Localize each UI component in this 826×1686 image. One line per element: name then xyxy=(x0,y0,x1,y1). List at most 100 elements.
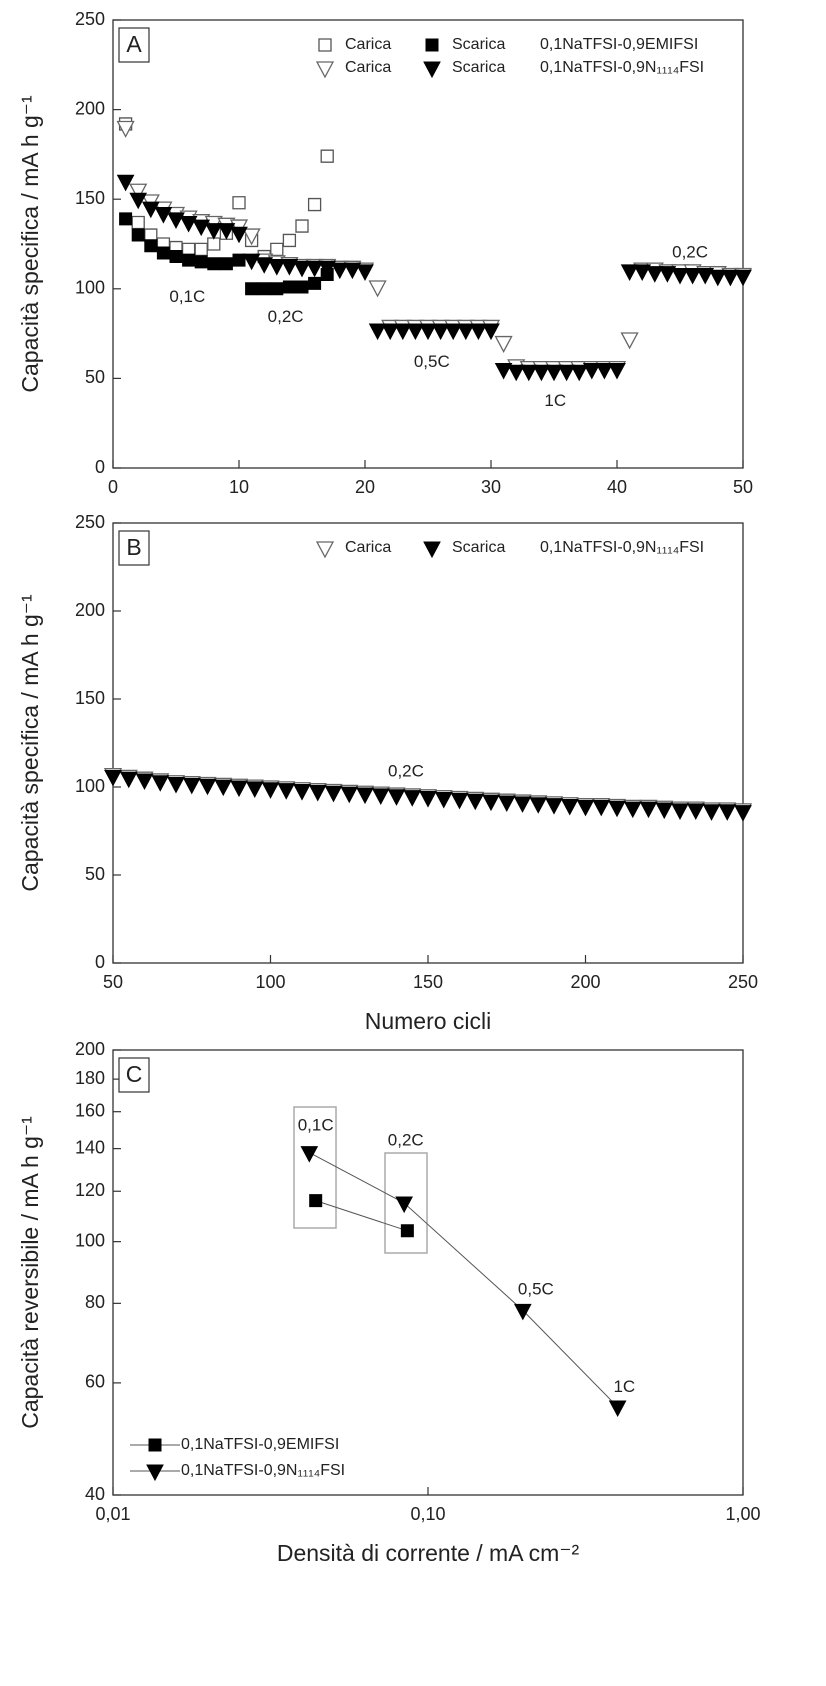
x-tick-label: 0,10 xyxy=(410,1504,445,1524)
marker xyxy=(494,335,513,353)
y-tick-label: 160 xyxy=(75,1100,105,1120)
legend-group-label: 0,1NaTFSI-0,9EMIFSI xyxy=(540,36,698,53)
marker xyxy=(671,267,689,285)
marker xyxy=(119,212,133,226)
x-tick-label: 30 xyxy=(481,477,501,497)
annotation: 0,2C xyxy=(388,1130,424,1149)
x-tick-label: 200 xyxy=(570,972,600,992)
legend-label: 0,1NaTFSI-0,9EMIFSI xyxy=(181,1436,339,1453)
y-axis-label: Capacità specifica / mA h g⁻¹ xyxy=(17,594,43,892)
marker xyxy=(214,779,233,797)
marker xyxy=(456,323,475,341)
marker xyxy=(494,362,513,380)
marker xyxy=(261,782,280,799)
marker xyxy=(320,149,334,163)
x-tick-label: 10 xyxy=(229,477,249,497)
marker xyxy=(686,803,705,820)
annotation: 0,1C xyxy=(298,1115,334,1134)
marker xyxy=(343,262,362,280)
marker xyxy=(592,799,611,817)
y-tick-label: 0 xyxy=(95,952,105,972)
annotation: 0,1C xyxy=(169,287,205,306)
marker xyxy=(450,792,469,810)
marker xyxy=(293,260,311,278)
marker xyxy=(295,280,309,294)
y-tick-label: 100 xyxy=(75,278,105,298)
marker xyxy=(293,784,311,801)
y-tick-label: 50 xyxy=(85,864,105,884)
y-tick-label: 180 xyxy=(75,1068,105,1088)
marker xyxy=(308,276,322,290)
marker xyxy=(144,239,158,253)
panel-label: C xyxy=(126,1061,143,1087)
x-axis-label: Densità di corrente / mA cm⁻² xyxy=(277,1540,580,1566)
x-tick-label: 0,01 xyxy=(95,1504,130,1524)
marker xyxy=(734,269,752,287)
marker xyxy=(144,228,158,242)
marker xyxy=(708,269,727,287)
marker xyxy=(280,259,299,276)
marker xyxy=(198,778,217,796)
marker xyxy=(434,791,453,809)
plot-frame xyxy=(112,522,744,964)
legend-label: Carica xyxy=(345,59,391,76)
panel-label-box xyxy=(118,530,150,566)
marker xyxy=(156,246,170,260)
marker xyxy=(419,791,437,808)
marker xyxy=(582,362,601,380)
marker xyxy=(419,323,437,341)
y-tick-label: 100 xyxy=(75,1230,105,1250)
marker xyxy=(131,215,145,230)
marker xyxy=(207,237,221,251)
marker xyxy=(482,794,500,812)
x-tick-label: 20 xyxy=(355,477,375,497)
marker xyxy=(167,776,185,794)
marker xyxy=(507,364,526,382)
marker xyxy=(230,780,248,798)
marker xyxy=(182,253,196,267)
marker xyxy=(497,795,516,813)
marker xyxy=(148,1438,162,1452)
annotation: 0,2C xyxy=(388,762,424,781)
marker xyxy=(318,260,337,278)
marker xyxy=(356,264,374,281)
marker xyxy=(194,242,208,257)
marker xyxy=(182,777,201,795)
marker xyxy=(423,61,441,79)
marker xyxy=(403,790,422,807)
y-axis-label: Capacità specifica / mA h g⁻¹ xyxy=(17,95,43,393)
marker xyxy=(519,364,538,382)
marker xyxy=(387,789,406,806)
panel-label-box xyxy=(118,27,150,63)
legend-group-label: 0,1NaTFSI-0,9N₁₁₁₄FSI xyxy=(540,539,704,556)
marker xyxy=(116,120,135,138)
marker xyxy=(655,802,674,820)
panel-label: B xyxy=(126,534,141,560)
marker xyxy=(645,266,664,283)
marker xyxy=(255,257,274,274)
marker xyxy=(295,219,309,233)
marker xyxy=(245,781,264,798)
marker xyxy=(482,323,500,341)
marker xyxy=(315,541,335,559)
marker xyxy=(308,784,327,802)
marker xyxy=(181,242,196,257)
marker xyxy=(232,196,246,210)
legend-label: 0,1NaTFSI-0,9N₁₁₁₄FSI xyxy=(181,1462,345,1479)
series-line xyxy=(309,1152,619,1408)
marker xyxy=(623,801,642,819)
marker xyxy=(194,255,208,269)
marker xyxy=(307,197,322,212)
y-tick-label: 200 xyxy=(75,98,105,118)
y-tick-label: 0 xyxy=(95,457,105,477)
marker xyxy=(658,266,677,283)
marker xyxy=(146,1464,164,1482)
marker xyxy=(513,796,532,813)
marker xyxy=(270,282,284,296)
marker xyxy=(620,264,639,281)
marker xyxy=(318,38,332,52)
marker xyxy=(393,323,412,341)
marker xyxy=(608,1400,627,1418)
marker xyxy=(444,323,463,341)
